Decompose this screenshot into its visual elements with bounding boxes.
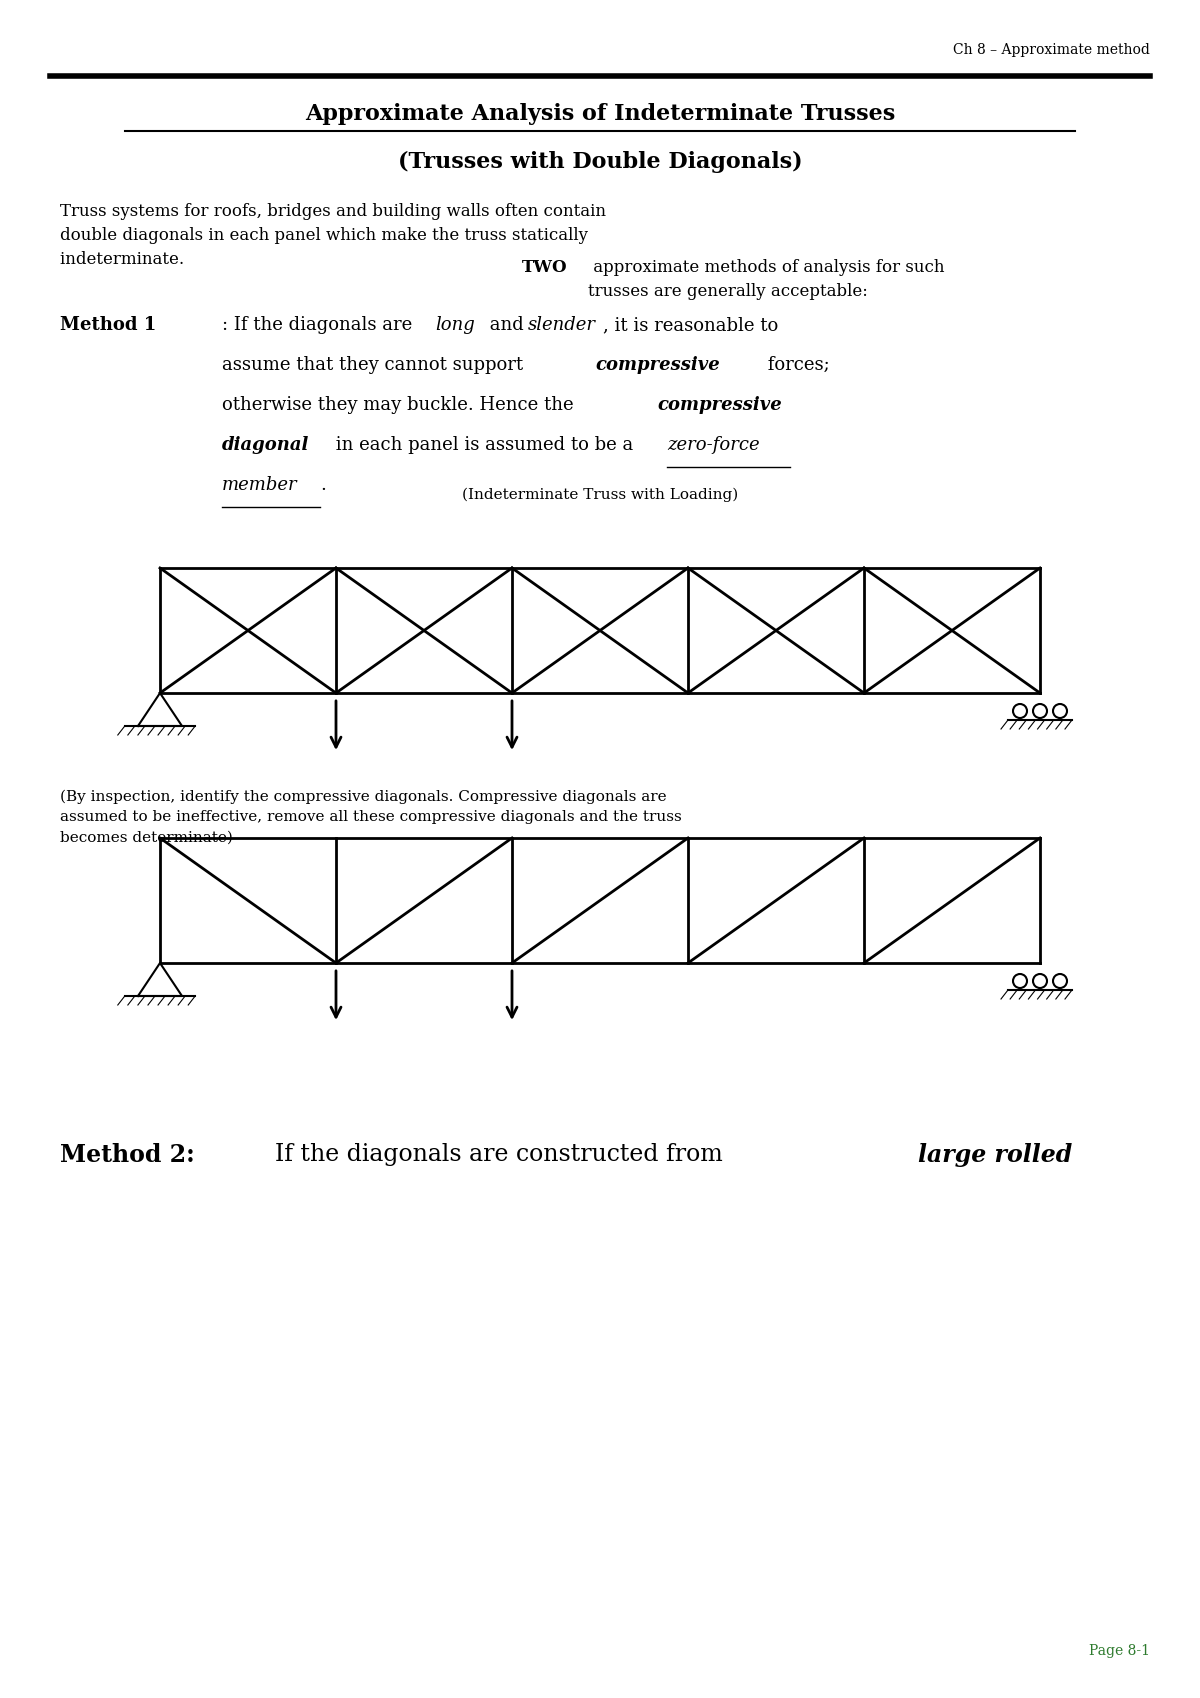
Text: compressive: compressive xyxy=(658,396,781,414)
Text: large rolled: large rolled xyxy=(918,1143,1073,1167)
Text: zero-force: zero-force xyxy=(667,436,760,453)
Text: long: long xyxy=(434,316,475,335)
Text: Truss systems for roofs, bridges and building walls often contain
double diagona: Truss systems for roofs, bridges and bui… xyxy=(60,204,606,268)
Text: Ch 8 – Approximate method: Ch 8 – Approximate method xyxy=(953,42,1150,58)
Text: approximate methods of analysis for such
trusses are generally acceptable:: approximate methods of analysis for such… xyxy=(588,260,944,301)
Text: compressive: compressive xyxy=(595,357,720,374)
Text: , it is reasonable to: , it is reasonable to xyxy=(604,316,779,335)
Text: : If the diagonals are: : If the diagonals are xyxy=(222,316,418,335)
Text: Method 2:: Method 2: xyxy=(60,1143,194,1167)
Text: in each panel is assumed to be a: in each panel is assumed to be a xyxy=(330,436,640,453)
Text: forces;: forces; xyxy=(762,357,829,374)
Text: If the diagonals are constructed from: If the diagonals are constructed from xyxy=(275,1143,731,1167)
Text: assume that they cannot support: assume that they cannot support xyxy=(222,357,529,374)
Text: Page 8-1: Page 8-1 xyxy=(1090,1644,1150,1657)
Text: otherwise they may buckle. Hence the: otherwise they may buckle. Hence the xyxy=(222,396,580,414)
Text: TWO: TWO xyxy=(522,260,568,277)
Text: slender: slender xyxy=(528,316,596,335)
Text: Method 1: Method 1 xyxy=(60,316,156,335)
Text: .: . xyxy=(320,475,326,494)
Text: (Trusses with Double Diagonals): (Trusses with Double Diagonals) xyxy=(397,151,803,173)
Text: (By inspection, identify the compressive diagonals. Compressive diagonals are
as: (By inspection, identify the compressive… xyxy=(60,790,682,844)
Text: and: and xyxy=(484,316,529,335)
Text: member: member xyxy=(222,475,298,494)
Text: (Indeterminate Truss with Loading): (Indeterminate Truss with Loading) xyxy=(462,487,738,503)
Text: diagonal: diagonal xyxy=(222,436,310,453)
Text: Approximate Analysis of Indeterminate Trusses: Approximate Analysis of Indeterminate Tr… xyxy=(305,104,895,126)
